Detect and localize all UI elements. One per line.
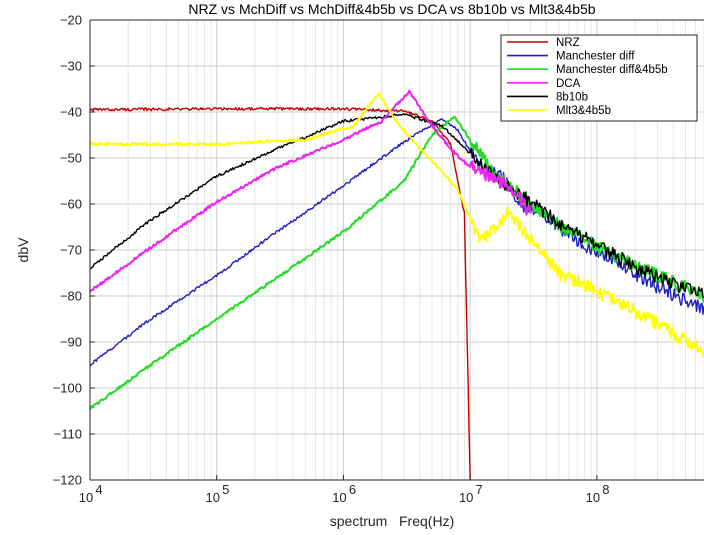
series-layer: [89, 89, 704, 480]
x-tick-label: 10: [586, 490, 600, 505]
x-tick-label: 10: [459, 490, 473, 505]
y-tick-label: −50: [60, 151, 82, 166]
chart-title: NRZ vs MchDiff vs MchDiff&4b5b vs DCA vs…: [188, 1, 595, 17]
x-tick-label: 10: [332, 490, 346, 505]
y-tick-label: −90: [60, 335, 82, 350]
legend-box: [500, 34, 698, 122]
series-line-nrz: [89, 106, 471, 480]
y-tick-label: −100: [53, 381, 82, 396]
legend-label: DCA: [556, 78, 581, 90]
x-axis-label: spectrum Freq(Hz): [330, 513, 454, 529]
legend-label: NRZ: [556, 37, 580, 49]
y-tick-label: −20: [60, 13, 82, 28]
x-tick-label: 10: [205, 490, 219, 505]
y-tick-label: −60: [60, 197, 82, 212]
series-line-dca: [89, 89, 532, 293]
y-tick-label: −120: [53, 473, 82, 488]
legend-label: 8b10b: [556, 91, 588, 103]
y-tick-label: −30: [60, 59, 82, 74]
y-tick-label: −80: [60, 289, 82, 304]
y-tick-label: −40: [60, 105, 82, 120]
legend-label: Mlt3&4b5b: [556, 105, 611, 117]
series-line-mlt3-4b5b: [89, 92, 704, 358]
legend-label: Manchester diff&4b5b: [556, 64, 668, 76]
x-tick-label: 10: [79, 490, 93, 505]
legend-label: Manchester diff: [556, 51, 635, 63]
x-tick-exponent: 5: [222, 482, 229, 497]
y-tick-label: −70: [60, 243, 82, 258]
ticks: −120−110−100−90−80−70−60−50−40−30−201041…: [53, 13, 610, 506]
y-axis-label: dbV: [15, 237, 31, 263]
x-tick-exponent: 6: [349, 482, 356, 497]
series-line-8b10b: [89, 113, 704, 299]
y-tick-label: −110: [54, 427, 82, 442]
series-line-manchester-diff: [89, 118, 704, 367]
x-tick-exponent: 8: [602, 482, 609, 497]
x-tick-exponent: 7: [476, 482, 483, 497]
x-tick-exponent: 4: [95, 482, 102, 497]
grid: [89, 19, 704, 481]
